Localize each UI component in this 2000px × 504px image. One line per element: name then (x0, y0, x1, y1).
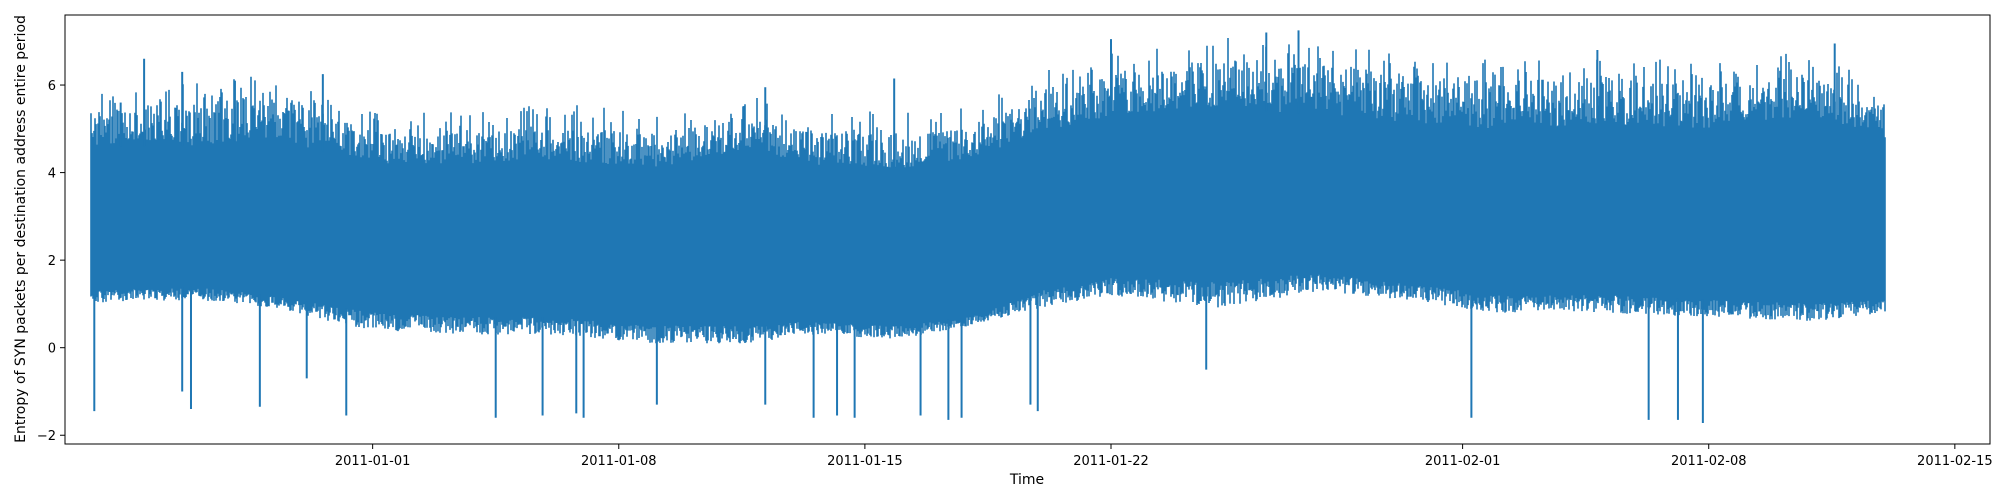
x-axis: 2011-01-01 2011-01-08 2011-01-15 2011-01-22… (335, 444, 1993, 469)
y-axis-label: Entropy of SYN packets per destination a… (13, 15, 29, 443)
y-tick-label: 4 (48, 167, 56, 182)
x-axis-label: Time (1009, 472, 1044, 488)
y-tick-label: 0 (48, 342, 56, 357)
x-tick-label: 2011-02-15 (1917, 454, 1993, 469)
y-tick-label: 6 (48, 79, 56, 94)
x-tick-label: 2011-01-22 (1073, 454, 1149, 469)
y-tick-label: 2 (48, 254, 56, 269)
y-tick-label: −2 (37, 429, 56, 444)
x-tick-label: 2011-01-15 (827, 454, 903, 469)
series-line (90, 38, 1886, 344)
y-axis: −2 0 2 4 6 (37, 79, 65, 444)
plot-area (90, 30, 1886, 423)
x-tick-label: 2011-02-08 (1671, 454, 1747, 469)
x-tick-label: 2011-02-01 (1425, 454, 1501, 469)
axes-frame (64, 14, 1991, 445)
x-tick-label: 2011-01-08 (581, 454, 657, 469)
x-tick-label: 2011-01-01 (335, 454, 411, 469)
